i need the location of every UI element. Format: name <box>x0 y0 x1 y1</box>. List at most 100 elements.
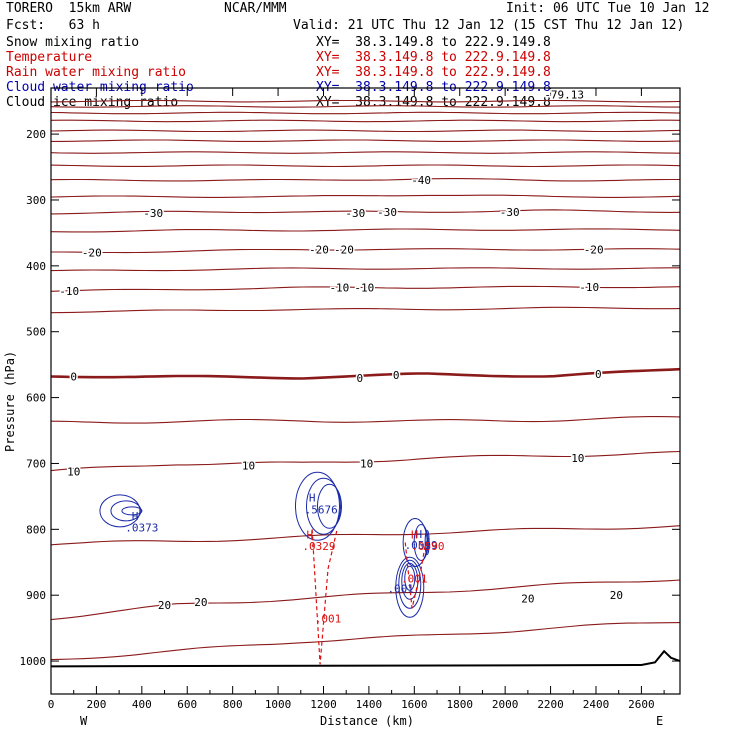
isotherm-label: 20 <box>158 599 171 612</box>
isotherm--10 <box>50 285 681 292</box>
x-tick-label: 2200 <box>537 698 564 711</box>
isotherm-label: 10 <box>67 465 80 478</box>
cloud-water-contour <box>121 506 143 516</box>
isotherm--5 <box>50 306 681 314</box>
isotherm-label: -30 <box>377 206 397 219</box>
x-axis-west: W <box>80 714 88 728</box>
plot-frame <box>50 87 681 695</box>
isotherm-15 <box>50 525 681 546</box>
isotherm-label: -20 <box>334 243 354 256</box>
isotherm--20 <box>51 248 681 254</box>
y-axis-label: Pressure (hPa) <box>3 350 17 452</box>
isotherm--45 <box>50 164 681 168</box>
isotherm--80 <box>50 99 681 103</box>
isotherm-label: 10 <box>571 452 584 465</box>
x-tick-label: 1400 <box>356 698 383 711</box>
y-tick-label: 900 <box>26 589 46 602</box>
isotherm--75 <box>50 105 680 108</box>
isotherm-20 <box>50 579 681 621</box>
cloud-water-contour <box>110 500 142 522</box>
x-tick-label: 1800 <box>446 698 473 711</box>
isotherm-label: 20 <box>194 596 207 609</box>
isotherm--60 <box>50 129 681 133</box>
rain-contour <box>311 529 338 665</box>
legend-cloud-water: Cloud water mixing ratio <box>6 80 194 95</box>
x-axis-east: E <box>656 714 664 728</box>
rain-label: H <box>411 529 418 542</box>
legend-temperature-xy: XY= 38.3.149.8 to 222.9.149.8 <box>316 50 551 65</box>
cloud-water-label: .001 <box>387 583 414 596</box>
x-tick-label: 400 <box>132 698 152 711</box>
rain-label: .0590 <box>411 540 444 553</box>
x-tick-label: 1600 <box>401 698 428 711</box>
organization-label: NCAR/MMM <box>224 1 287 16</box>
isotherm-label: -20 <box>309 243 329 256</box>
model-title: TORERO 15km ARW <box>6 1 132 16</box>
isotherm-label: 20 <box>521 592 534 605</box>
y-tick-label: 700 <box>26 457 46 470</box>
isotherm-0 <box>50 367 681 380</box>
isotherm--40 <box>50 178 680 182</box>
isotherm--30 <box>50 209 681 215</box>
isotherm-label: 0 <box>70 371 77 384</box>
isotherm--50 <box>50 151 681 154</box>
x-axis-label: Distance (km) <box>320 714 414 728</box>
cloud-water-contour <box>413 524 429 561</box>
isotherm-label: -40 <box>411 174 431 187</box>
isotherm--55 <box>51 139 681 142</box>
cloud-water-contour <box>294 471 340 541</box>
isotherm-label: -10 <box>579 281 599 294</box>
terrain-line <box>50 649 681 668</box>
cloud-water-contour <box>398 559 422 609</box>
y-tick-label: 1000 <box>20 655 47 668</box>
isotherm-10 <box>50 450 681 472</box>
cloud-water-label: .0373 <box>125 521 158 534</box>
cloud-water-contour <box>402 518 428 567</box>
isotherm-label: 20 <box>610 589 623 602</box>
isotherm-label: 0 <box>393 369 400 382</box>
x-tick-label: 800 <box>223 698 243 711</box>
y-tick-label: 200 <box>26 128 46 141</box>
legend-snow: Snow mixing ratio <box>6 35 140 50</box>
isotherm-label: 0 <box>357 372 364 385</box>
y-tick-label: 500 <box>26 326 46 339</box>
cloud-water-label: .5676 <box>305 504 338 517</box>
isotherm-label: -79.13 <box>544 89 584 102</box>
isotherm--25 <box>50 228 681 233</box>
isotherm-label: 10 <box>360 457 373 470</box>
isotherm-label: -10 <box>329 282 349 295</box>
rain-label: .001 <box>315 612 342 625</box>
x-tick-label: 2600 <box>628 698 655 711</box>
legend-temperature: Temperature <box>6 50 93 65</box>
cloud-water-contour <box>404 565 416 591</box>
cloud-water-contour <box>316 483 342 529</box>
isotherm-5 <box>50 416 681 424</box>
forecast-hour: Fcst: 63 h <box>6 18 100 33</box>
isotherm-label: -20 <box>82 247 102 260</box>
isotherm-label: -30 <box>345 207 365 220</box>
isotherm--35 <box>50 194 681 198</box>
x-tick-label: 0 <box>48 698 55 711</box>
isotherm-label: -10 <box>59 285 79 298</box>
cloud-water-contour <box>99 494 141 528</box>
x-tick-label: 2400 <box>583 698 610 711</box>
isotherm--65 <box>50 119 681 123</box>
isotherm--70 <box>50 111 681 115</box>
legend-snow-xy: XY= 38.3.149.8 to 222.9.149.8 <box>316 35 551 50</box>
rain-label: .001 <box>401 573 428 586</box>
x-tick-label: 1000 <box>265 698 292 711</box>
cloud-water-contour <box>395 556 425 618</box>
cloud-water-label: H <box>132 510 139 523</box>
legend-rain: Rain water mixing ratio <box>6 65 187 80</box>
init-time: Init: 06 UTC Tue 10 Jan 12 <box>506 1 710 16</box>
isotherm-label: -20 <box>584 243 604 256</box>
y-tick-label: 300 <box>26 194 46 207</box>
cloud-water-label: H <box>309 492 316 505</box>
cloud-water-label: H <box>416 528 423 541</box>
rain-contour <box>404 542 427 609</box>
legend-cloud-ice: Cloud ice mixing ratio <box>6 95 179 110</box>
rain-label: H <box>307 529 314 542</box>
isotherm-label: -30 <box>143 207 163 220</box>
x-tick-label: 2000 <box>492 698 519 711</box>
